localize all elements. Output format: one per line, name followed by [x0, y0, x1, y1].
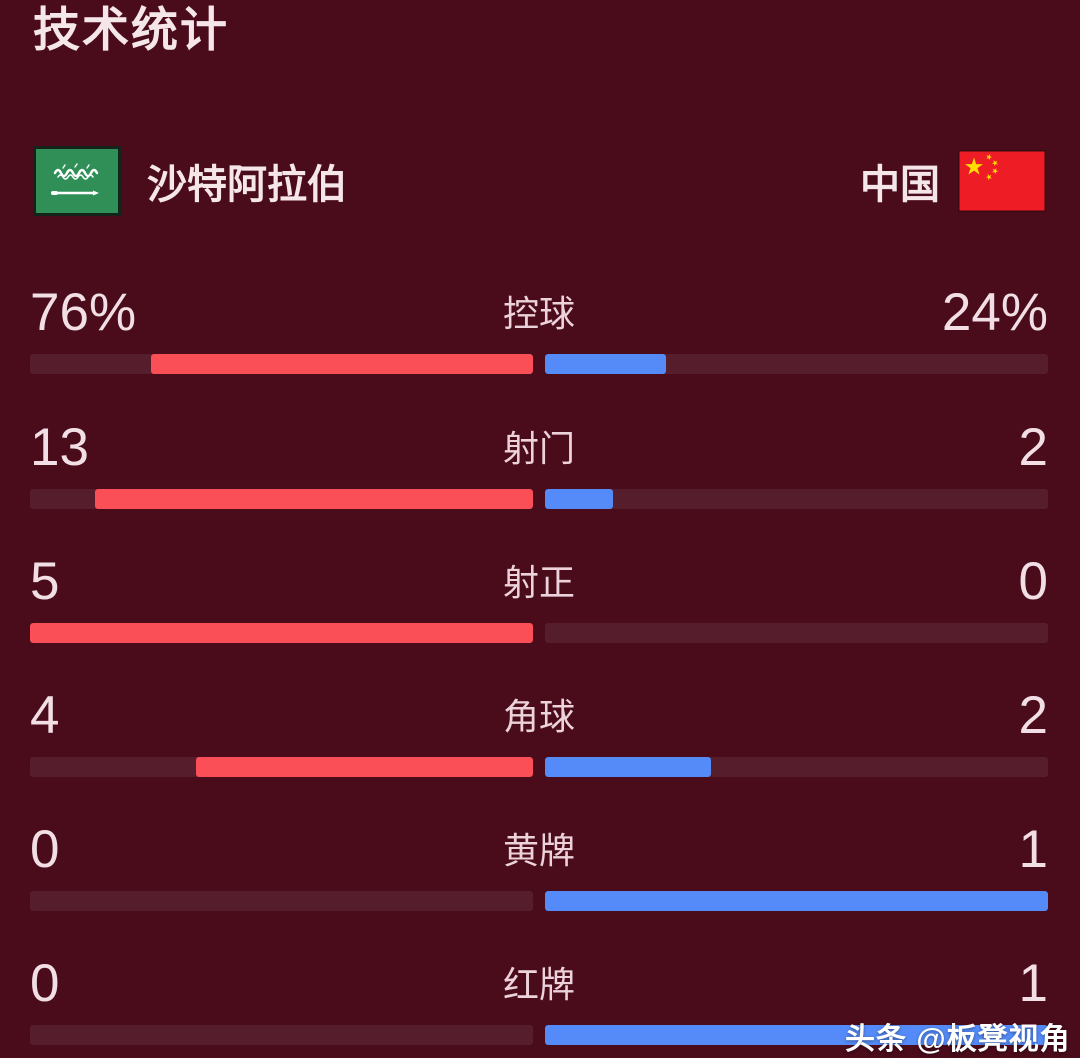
possession-bars — [30, 354, 1048, 374]
yellow-cards-label: 黄牌 — [502, 830, 576, 871]
yellow-cards-away-track — [545, 891, 1048, 911]
shots-on-target-home-fill — [30, 623, 533, 643]
team-away-name: 中国 — [860, 163, 940, 207]
team-home-name: 沙特阿拉伯 — [147, 163, 347, 207]
toutiao-watermark: 头条 @板凳视角 — [845, 1023, 1071, 1056]
yellow-cards-away-fill — [545, 891, 1048, 911]
shots-on-target-bars — [30, 623, 1048, 643]
corners-home-track — [30, 757, 533, 777]
shots-label: 射门 — [502, 428, 576, 469]
corners-home-value: 4 — [30, 686, 60, 745]
possession-away-value: 24% — [941, 283, 1048, 342]
red-cards-away-value: 1 — [1018, 954, 1048, 1013]
teams-header: 沙特阿拉伯 中国 — [33, 146, 1046, 216]
stat-row-yellow-cards: 0 黄牌 1 — [30, 821, 1048, 911]
corners-away-fill — [545, 757, 711, 777]
shots-away-value: 2 — [1018, 418, 1048, 477]
possession-away-track — [545, 354, 1048, 374]
shots-away-fill — [545, 489, 613, 509]
yellow-cards-away-value: 1 — [1018, 820, 1048, 879]
yellow-cards-home-value: 0 — [30, 820, 60, 879]
yellow-cards-home-track — [30, 891, 533, 911]
possession-away-fill — [545, 354, 666, 374]
shots-on-target-away-track — [545, 623, 1048, 643]
stat-row-shots: 13 射门 2 — [30, 419, 1048, 509]
shots-on-target-home-track — [30, 623, 533, 643]
shots-home-fill — [95, 489, 533, 509]
stat-row-corners: 4 角球 2 — [30, 687, 1048, 777]
red-cards-label: 红牌 — [502, 964, 576, 1005]
possession-home-track — [30, 354, 533, 374]
shots-on-target-label: 射正 — [502, 562, 576, 603]
stat-row-shots-on-target: 5 射正 0 — [30, 553, 1048, 643]
page-title: 技术统计 — [33, 3, 229, 56]
possession-home-value: 76% — [30, 283, 137, 342]
stat-row-possession: 76% 控球 24% — [30, 284, 1048, 374]
shots-away-track — [545, 489, 1048, 509]
red-cards-home-track — [30, 1025, 533, 1045]
corners-away-value: 2 — [1018, 686, 1048, 745]
possession-home-fill — [150, 354, 533, 374]
team-home: 沙特阿拉伯 — [33, 146, 347, 216]
corners-label: 角球 — [502, 696, 576, 737]
yellow-cards-bars — [30, 891, 1048, 911]
red-cards-home-value: 0 — [30, 954, 60, 1013]
corners-bars — [30, 757, 1048, 777]
shots-home-track — [30, 489, 533, 509]
team-away: 中国 — [860, 150, 1046, 212]
shots-bars — [30, 489, 1048, 509]
china-flag-icon — [958, 150, 1046, 212]
shots-on-target-home-value: 5 — [30, 552, 60, 611]
saudi-arabia-flag-icon — [33, 146, 121, 216]
possession-label: 控球 — [502, 293, 576, 334]
shots-on-target-away-value: 0 — [1018, 552, 1048, 611]
shots-home-value: 13 — [30, 418, 89, 477]
corners-home-fill — [196, 757, 533, 777]
corners-away-track — [545, 757, 1048, 777]
